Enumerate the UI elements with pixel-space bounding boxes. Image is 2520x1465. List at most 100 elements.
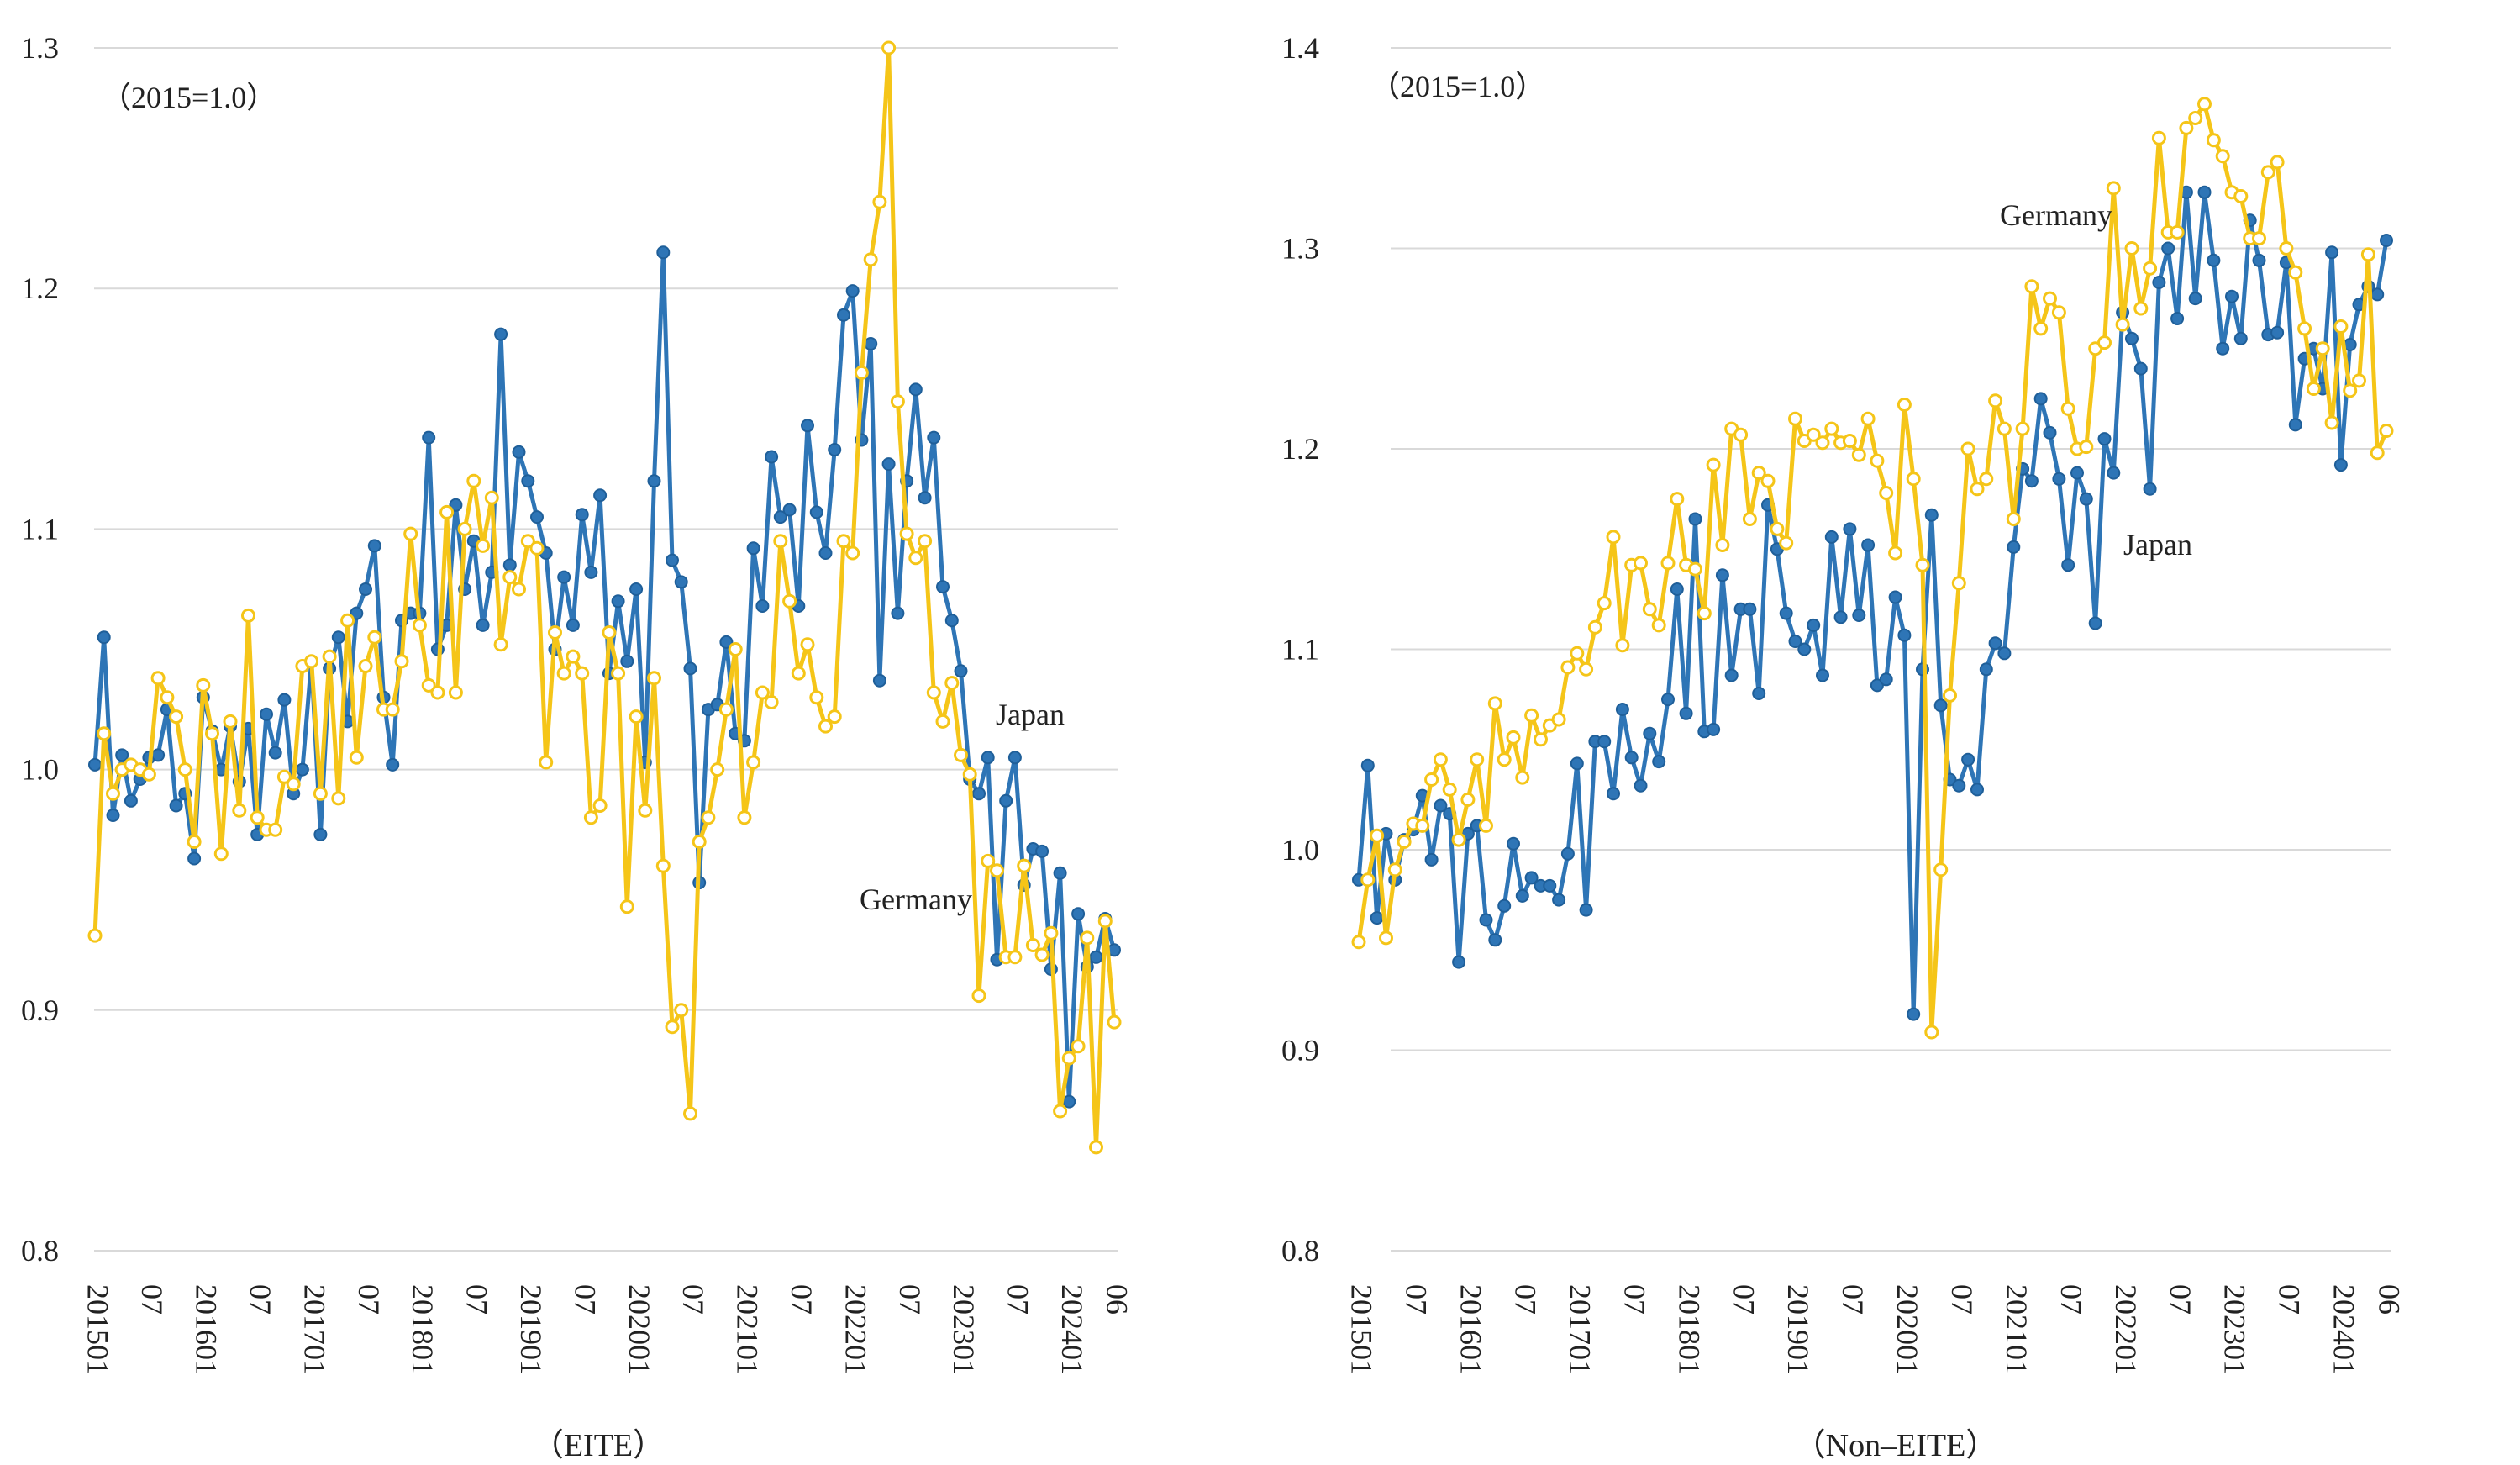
non-eite-japan-line	[1356, 190, 2389, 1017]
non-eite-germany-point	[1960, 441, 1975, 456]
non-eite-japan-point	[1979, 662, 1993, 677]
eite-x-tick-label: 07	[1002, 1284, 1035, 1315]
non-eite-germany-point	[1506, 730, 1521, 745]
eite-japan-label: Japan	[996, 698, 1065, 731]
non-eite-germany-point	[2260, 165, 2275, 180]
eite-germany-point	[674, 1003, 689, 1018]
non-eite-japan-point	[2216, 341, 2230, 356]
non-eite-germany-point	[2324, 415, 2339, 430]
eite-japan-point	[512, 445, 526, 459]
non-eite-germany-point	[2360, 247, 2375, 262]
eite-germany-point	[583, 810, 598, 825]
non-eite-x-tick-label: 202301	[2218, 1284, 2252, 1375]
non-eite-japan-point	[2043, 425, 2057, 440]
eite-x-tick-label: 07	[785, 1284, 818, 1315]
non-eite-japan-point	[2088, 616, 2102, 630]
eite-japan-point	[1053, 866, 1067, 880]
eite-japan-point	[927, 430, 941, 445]
eite-germany-point	[385, 702, 400, 717]
eite-germany-point	[1025, 938, 1040, 952]
eite-germany-point	[250, 810, 265, 825]
eite-japan-point	[881, 457, 896, 472]
eite-germany-point	[629, 709, 644, 725]
eite-japan-point	[755, 599, 770, 613]
non-eite-japan-point	[2143, 482, 2157, 496]
non-eite-japan-point	[2188, 292, 2202, 306]
non-eite-germany-point	[1870, 453, 1885, 468]
eite-japan-point	[611, 594, 625, 609]
eite-germany-point	[169, 709, 184, 725]
non-eite-germany-point	[2215, 149, 2230, 164]
eite-germany-point	[1107, 1014, 1122, 1030]
eite-germany-point	[1089, 1140, 1103, 1155]
eite-japan-point	[1089, 950, 1103, 964]
eite-japan-point	[115, 748, 129, 762]
non-eite-germany-point	[1788, 411, 1802, 426]
eite-x-tick-label: 202001	[623, 1284, 656, 1375]
non-eite-series	[1351, 97, 2394, 1040]
non-eite-germany-point	[1970, 482, 1985, 497]
non-eite-japan-point	[2061, 558, 2075, 572]
eite-germany-point	[313, 786, 328, 801]
eite-japan-point	[260, 707, 273, 721]
eite-germany-point	[213, 846, 229, 862]
non-eite-japan-label: Japan	[2123, 528, 2192, 561]
eite-germany-point	[791, 666, 806, 681]
non-eite-japan-point	[1833, 610, 1848, 624]
eite-japan-point	[746, 541, 760, 556]
eite-germany-point	[196, 677, 211, 693]
non-eite-japan-point	[2325, 245, 2339, 260]
non-eite-germany-point	[2252, 231, 2266, 246]
eite-germany-point	[268, 822, 283, 837]
eite-japan-point	[575, 508, 589, 522]
eite-x-tick-label: 07	[244, 1284, 277, 1315]
eite-germany-point	[890, 394, 905, 409]
eite-japan-point	[1062, 1094, 1076, 1109]
non-eite-germany-label: Germany	[2000, 198, 2112, 232]
non-eite-germany-point	[1660, 556, 1676, 571]
eite-x-tick-label: 202201	[839, 1284, 872, 1375]
non-eite-germany-point	[1915, 557, 1930, 572]
non-eite-germany-point	[1897, 398, 1912, 412]
eite-x-tick-label: 06	[1101, 1284, 1134, 1315]
non-eite-japan-point	[1752, 687, 1766, 700]
non-eite-germany-point	[1470, 752, 1485, 767]
non-eite-japan-point	[1652, 755, 1666, 769]
non-eite-japan-point	[1488, 933, 1502, 947]
non-eite-japan-point	[1824, 530, 1839, 544]
eite-germany-point	[106, 786, 120, 801]
eite-germany-point	[935, 714, 950, 729]
non-eite-x-ticks: 201501 07 201601 07 201701 07 201801 07 201901 07…	[1345, 1284, 2407, 1375]
non-eite-germany-point	[1842, 434, 1857, 448]
non-eite-germany-point	[1779, 535, 1794, 551]
eite-germany-point	[1071, 1039, 1086, 1054]
non-eite-japan-point	[1570, 756, 1584, 771]
eite-germany-point	[619, 899, 634, 914]
eite-x-tick-label: 202101	[731, 1284, 765, 1375]
non-eite-germany-point	[1715, 538, 1730, 552]
eite-japan-point	[1071, 907, 1086, 921]
eite-japan-point	[782, 503, 797, 517]
eite-germany-point	[539, 755, 554, 770]
non-eite-x-tick-label: 07	[2273, 1284, 2307, 1315]
non-eite-germany-point	[1979, 472, 1994, 487]
non-eite-germany-point	[2270, 155, 2285, 170]
eite-germany-point	[881, 40, 897, 55]
non-eite-germany-point	[1515, 770, 1530, 785]
eite-japan-point	[557, 570, 571, 584]
eite-japan-point	[908, 382, 923, 397]
eite-germany-point	[97, 726, 112, 741]
eite-germany-point	[205, 726, 219, 741]
eite-germany-point	[430, 685, 445, 700]
eite-germany-point	[746, 755, 761, 770]
eite-x-tick-label: 201801	[406, 1284, 439, 1375]
non-eite-germany-point	[1442, 782, 1457, 797]
non-eite-germany-point	[2333, 319, 2349, 334]
non-eite-germany-point	[1742, 512, 1757, 526]
eite-germany-point	[611, 666, 626, 681]
non-eite-japan-point	[2370, 287, 2385, 302]
non-eite-japan-point	[1515, 888, 1529, 903]
non-eite-japan-point	[2152, 276, 2166, 289]
eite-japan-point	[647, 474, 661, 488]
non-eite-germany-point	[2206, 133, 2221, 148]
